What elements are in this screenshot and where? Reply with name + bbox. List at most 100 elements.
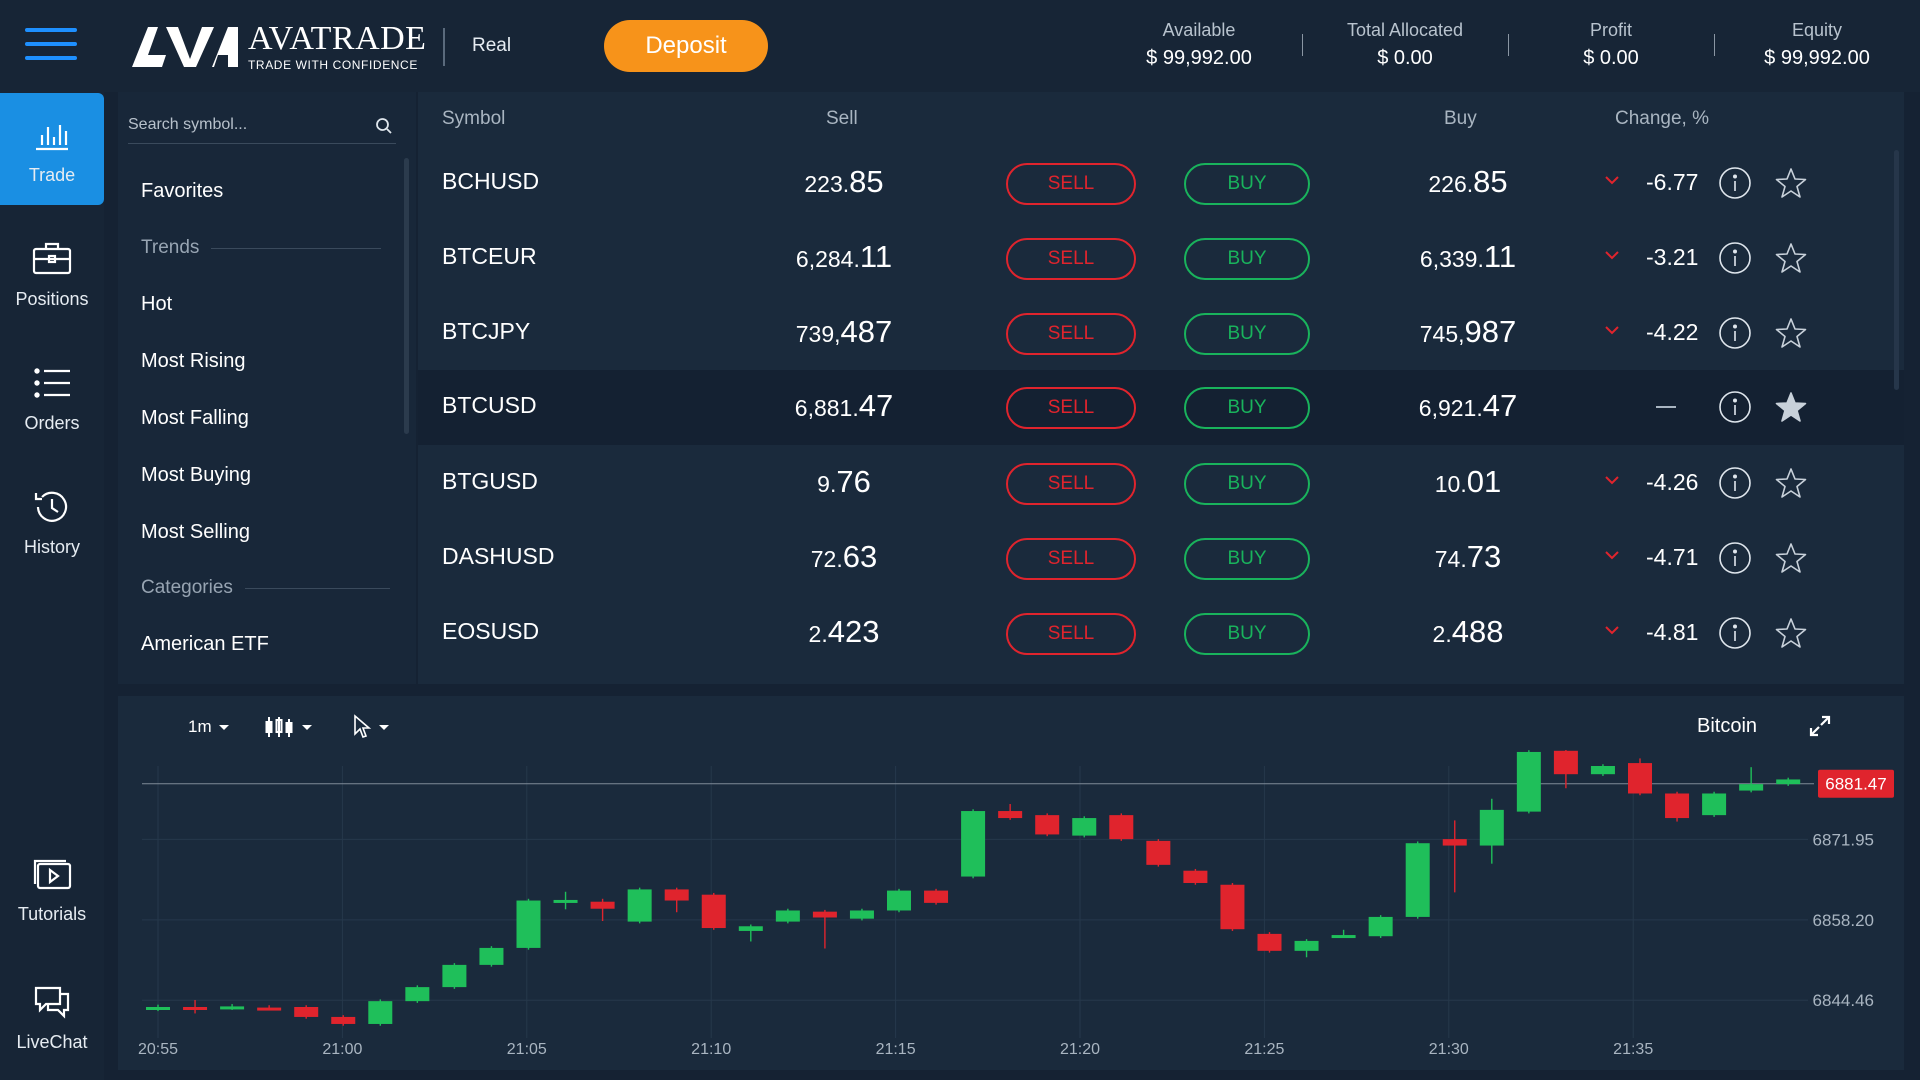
info-icon[interactable] bbox=[1718, 241, 1752, 275]
info-icon[interactable] bbox=[1718, 390, 1752, 424]
candle-body[interactable] bbox=[961, 811, 986, 877]
candle-body[interactable] bbox=[405, 987, 430, 1002]
nav-livechat[interactable]: LiveChat bbox=[0, 960, 104, 1072]
candle-body[interactable] bbox=[1035, 815, 1060, 835]
sidebar-item-most-selling[interactable]: Most Selling bbox=[141, 521, 250, 543]
star-icon[interactable] bbox=[1774, 166, 1808, 200]
search-input[interactable] bbox=[128, 108, 358, 142]
buy-button[interactable]: BUY bbox=[1184, 613, 1310, 655]
sidebar-item-american-etf[interactable]: American ETF bbox=[141, 633, 269, 655]
search-icon[interactable] bbox=[374, 116, 394, 136]
sell-button[interactable]: SELL bbox=[1006, 313, 1136, 355]
candle-body[interactable] bbox=[516, 900, 541, 948]
candle-body[interactable] bbox=[738, 926, 763, 931]
candle-body[interactable] bbox=[1516, 751, 1541, 812]
table-row[interactable]: BTCJPY 739,487 SELL BUY 745,987 -4.22 bbox=[418, 296, 1904, 371]
candle-body[interactable] bbox=[1257, 933, 1282, 951]
candle-body[interactable] bbox=[590, 901, 615, 909]
candlestick-chart[interactable]: 20:55 21:00 21:05 21:10 21:15 21:20 21:25 21:30… bbox=[118, 750, 1904, 1060]
candle-body[interactable] bbox=[442, 964, 467, 988]
symbol-name[interactable]: DASHUSD bbox=[442, 543, 555, 569]
sidebar-scrollbar[interactable] bbox=[404, 158, 409, 434]
candle-body[interactable] bbox=[331, 1016, 356, 1024]
candle-body[interactable] bbox=[1702, 793, 1727, 816]
candle-body[interactable] bbox=[220, 1006, 245, 1010]
candle-body[interactable] bbox=[1442, 839, 1467, 846]
buy-button[interactable]: BUY bbox=[1184, 387, 1310, 429]
sidebar-item-favorites[interactable]: Favorites bbox=[141, 180, 224, 202]
buy-button[interactable]: BUY bbox=[1184, 538, 1310, 580]
symbol-name[interactable]: BTGUSD bbox=[442, 468, 538, 494]
star-icon[interactable] bbox=[1774, 316, 1808, 350]
sidebar-item-hot[interactable]: Hot bbox=[141, 293, 173, 315]
symbol-name[interactable]: BTCEUR bbox=[442, 243, 537, 269]
candle-body[interactable] bbox=[664, 889, 689, 901]
candle-body[interactable] bbox=[924, 890, 949, 903]
info-icon[interactable] bbox=[1718, 616, 1752, 650]
candle-body[interactable] bbox=[1590, 766, 1615, 775]
column-header-symbol[interactable]: Symbol bbox=[442, 108, 506, 129]
candle-body[interactable] bbox=[849, 910, 874, 919]
star-icon[interactable] bbox=[1774, 541, 1808, 575]
candle-body[interactable] bbox=[887, 890, 911, 911]
candle-body[interactable] bbox=[1072, 818, 1097, 836]
candle-body[interactable] bbox=[1146, 840, 1171, 865]
nav-tutorials[interactable]: Tutorials bbox=[0, 832, 104, 944]
column-header-buy[interactable]: Buy bbox=[1444, 108, 1477, 129]
candle-body[interactable] bbox=[1739, 784, 1764, 791]
candle-body[interactable] bbox=[1331, 935, 1356, 939]
cursor-select[interactable] bbox=[352, 714, 391, 740]
symbol-name[interactable]: EOSUSD bbox=[442, 618, 540, 644]
candle-body[interactable] bbox=[1183, 870, 1208, 883]
sidebar-item-most-rising[interactable]: Most Rising bbox=[141, 350, 246, 372]
info-icon[interactable] bbox=[1718, 316, 1752, 350]
sidebar-item-most-falling[interactable]: Most Falling bbox=[141, 407, 249, 429]
star-filled-icon[interactable] bbox=[1774, 390, 1808, 424]
star-icon[interactable] bbox=[1774, 466, 1808, 500]
info-icon[interactable] bbox=[1718, 466, 1752, 500]
candle-body[interactable] bbox=[1553, 750, 1578, 775]
sell-button[interactable]: SELL bbox=[1006, 613, 1136, 655]
sidebar-item-most-buying[interactable]: Most Buying bbox=[141, 464, 252, 486]
sell-button[interactable]: SELL bbox=[1006, 538, 1136, 580]
sell-button[interactable]: SELL bbox=[1006, 387, 1136, 429]
candle-body[interactable] bbox=[257, 1007, 282, 1011]
buy-button[interactable]: BUY bbox=[1184, 313, 1310, 355]
table-row[interactable]: BTCUSD 6,881.47 SELL BUY 6,921.47 bbox=[418, 370, 1904, 445]
candle-body[interactable] bbox=[627, 889, 652, 922]
candle-body[interactable] bbox=[1405, 843, 1430, 917]
table-row[interactable]: BTGUSD 9.76 SELL BUY 10.01 -4.26 bbox=[418, 446, 1904, 521]
table-row[interactable]: BTCEUR 6,284.11 SELL BUY 6,339.11 -3.21 bbox=[418, 221, 1904, 296]
nav-orders[interactable]: Orders bbox=[0, 341, 104, 453]
deposit-button[interactable]: Deposit bbox=[604, 20, 768, 72]
table-scrollbar[interactable] bbox=[1894, 150, 1899, 390]
candle-body[interactable] bbox=[1368, 916, 1393, 937]
candle-body[interactable] bbox=[1479, 809, 1504, 846]
star-icon[interactable] bbox=[1774, 616, 1808, 650]
candle-body[interactable] bbox=[812, 911, 837, 918]
candle-body[interactable] bbox=[1294, 940, 1319, 951]
table-row[interactable]: BCHUSD 223.85 SELL BUY 226.85 -6.77 bbox=[418, 146, 1904, 221]
symbol-name[interactable]: BTCUSD bbox=[442, 392, 537, 418]
candle-body[interactable] bbox=[1665, 793, 1690, 819]
star-icon[interactable] bbox=[1774, 241, 1808, 275]
sell-button[interactable]: SELL bbox=[1006, 463, 1136, 505]
buy-button[interactable]: BUY bbox=[1184, 238, 1310, 280]
candle-body[interactable] bbox=[1109, 815, 1134, 840]
candle-body[interactable] bbox=[701, 894, 726, 929]
candle-body[interactable] bbox=[998, 811, 1023, 819]
candle-body[interactable] bbox=[553, 899, 578, 903]
table-row[interactable]: DASHUSD 72.63 SELL BUY 74.73 -4.71 bbox=[418, 521, 1904, 596]
info-icon[interactable] bbox=[1718, 541, 1752, 575]
timeframe-select[interactable]: 1m bbox=[188, 714, 231, 740]
symbol-name[interactable]: BTCJPY bbox=[442, 318, 531, 344]
nav-history[interactable]: History bbox=[0, 465, 104, 577]
candle-body[interactable] bbox=[1220, 884, 1245, 930]
hamburger-menu-icon[interactable] bbox=[25, 28, 77, 64]
column-header-change[interactable]: Change, % bbox=[1615, 108, 1710, 129]
nav-trade[interactable]: Trade bbox=[0, 93, 104, 205]
buy-button[interactable]: BUY bbox=[1184, 163, 1310, 205]
nav-positions[interactable]: Positions bbox=[0, 217, 104, 329]
candle-body[interactable] bbox=[1628, 763, 1652, 794]
column-header-sell[interactable]: Sell bbox=[826, 108, 858, 129]
